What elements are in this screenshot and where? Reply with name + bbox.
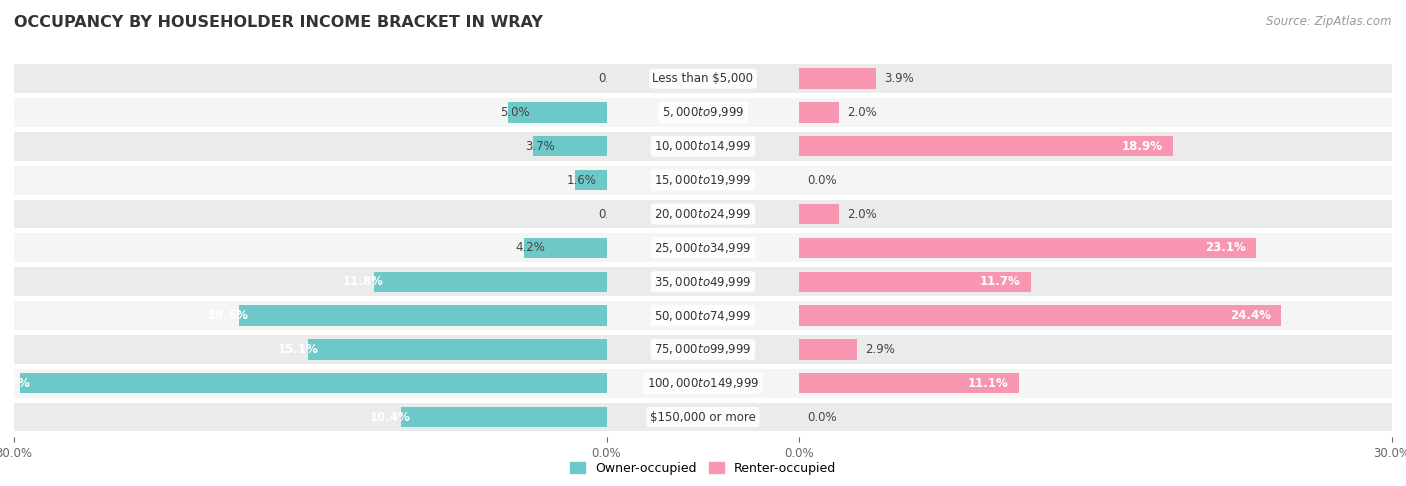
Bar (800, 204, 839, 224)
Bar (0, 335, 1406, 364)
Bar (0, 200, 1406, 228)
Text: OCCUPANCY BY HOUSEHOLDER INCOME BRACKET IN WRAY: OCCUPANCY BY HOUSEHOLDER INCOME BRACKET … (14, 15, 543, 30)
Text: 1.6%: 1.6% (567, 174, 598, 187)
Bar (308, 339, 606, 360)
Bar (0, 233, 1406, 262)
Text: 24.4%: 24.4% (1230, 309, 1271, 322)
Bar (508, 103, 606, 122)
Bar (374, 272, 606, 292)
Text: 11.8%: 11.8% (343, 275, 384, 288)
Bar (0, 301, 1406, 330)
Bar (0, 369, 1406, 398)
Bar (575, 170, 606, 191)
Bar (800, 69, 876, 89)
Text: Source: ZipAtlas.com: Source: ZipAtlas.com (1267, 15, 1392, 28)
Bar (0, 132, 1406, 161)
Bar (239, 305, 606, 326)
Bar (800, 373, 1019, 393)
Text: 4.2%: 4.2% (516, 242, 546, 254)
Bar (0, 267, 1406, 296)
Bar (0, 166, 1406, 194)
Text: 18.6%: 18.6% (208, 309, 249, 322)
Bar (0, 166, 1406, 194)
Bar (0, 335, 1406, 364)
Bar (0, 98, 1406, 127)
Text: $5,000 to $9,999: $5,000 to $9,999 (662, 105, 744, 120)
Bar (0, 64, 1406, 93)
Bar (0, 403, 1406, 432)
Text: 0.0%: 0.0% (807, 411, 837, 424)
Bar (0, 132, 1406, 161)
Bar (800, 238, 1256, 258)
Bar (0, 166, 1406, 194)
Text: 0.0%: 0.0% (807, 174, 837, 187)
Text: 11.1%: 11.1% (969, 377, 1008, 390)
Bar (0, 403, 1406, 432)
Legend: Owner-occupied, Renter-occupied: Owner-occupied, Renter-occupied (565, 457, 841, 480)
Bar (0, 98, 1406, 127)
Text: 23.1%: 23.1% (1205, 242, 1246, 254)
Text: $100,000 to $149,999: $100,000 to $149,999 (647, 376, 759, 390)
Bar (800, 103, 839, 122)
Text: 5.0%: 5.0% (501, 106, 530, 119)
Bar (0, 233, 1406, 262)
Text: 3.7%: 3.7% (526, 140, 555, 153)
Text: $50,000 to $74,999: $50,000 to $74,999 (654, 309, 752, 323)
Text: 0.0%: 0.0% (599, 208, 628, 221)
Bar (20, 373, 606, 393)
Bar (0, 98, 1406, 127)
Bar (0, 233, 1406, 262)
Text: Less than $5,000: Less than $5,000 (652, 72, 754, 85)
Bar (0, 132, 1406, 161)
Text: $150,000 or more: $150,000 or more (650, 411, 756, 424)
Bar (0, 200, 1406, 228)
Bar (533, 136, 606, 156)
Text: 2.0%: 2.0% (846, 208, 876, 221)
Bar (800, 305, 1281, 326)
Bar (0, 64, 1406, 93)
Bar (0, 64, 1406, 93)
Text: $10,000 to $14,999: $10,000 to $14,999 (654, 139, 752, 153)
Text: 18.9%: 18.9% (1122, 140, 1163, 153)
Bar (800, 339, 856, 360)
Text: $35,000 to $49,999: $35,000 to $49,999 (654, 275, 752, 289)
Text: $15,000 to $19,999: $15,000 to $19,999 (654, 173, 752, 187)
Text: 11.7%: 11.7% (980, 275, 1021, 288)
Text: 0.0%: 0.0% (599, 72, 628, 85)
Text: 2.9%: 2.9% (865, 343, 894, 356)
Bar (0, 369, 1406, 398)
Bar (0, 267, 1406, 296)
Text: 10.4%: 10.4% (370, 411, 411, 424)
Text: 2.0%: 2.0% (846, 106, 876, 119)
Bar (401, 407, 606, 427)
Bar (523, 238, 606, 258)
Text: 29.7%: 29.7% (0, 377, 30, 390)
Text: $75,000 to $99,999: $75,000 to $99,999 (654, 343, 752, 356)
Bar (0, 335, 1406, 364)
Bar (0, 267, 1406, 296)
Text: 3.9%: 3.9% (884, 72, 914, 85)
Bar (0, 200, 1406, 228)
Bar (0, 403, 1406, 432)
Text: $20,000 to $24,999: $20,000 to $24,999 (654, 207, 752, 221)
Bar (0, 301, 1406, 330)
Bar (0, 369, 1406, 398)
Text: 15.1%: 15.1% (277, 343, 318, 356)
Bar (0, 301, 1406, 330)
Bar (800, 272, 1031, 292)
Bar (800, 136, 1173, 156)
Text: $25,000 to $34,999: $25,000 to $34,999 (654, 241, 752, 255)
